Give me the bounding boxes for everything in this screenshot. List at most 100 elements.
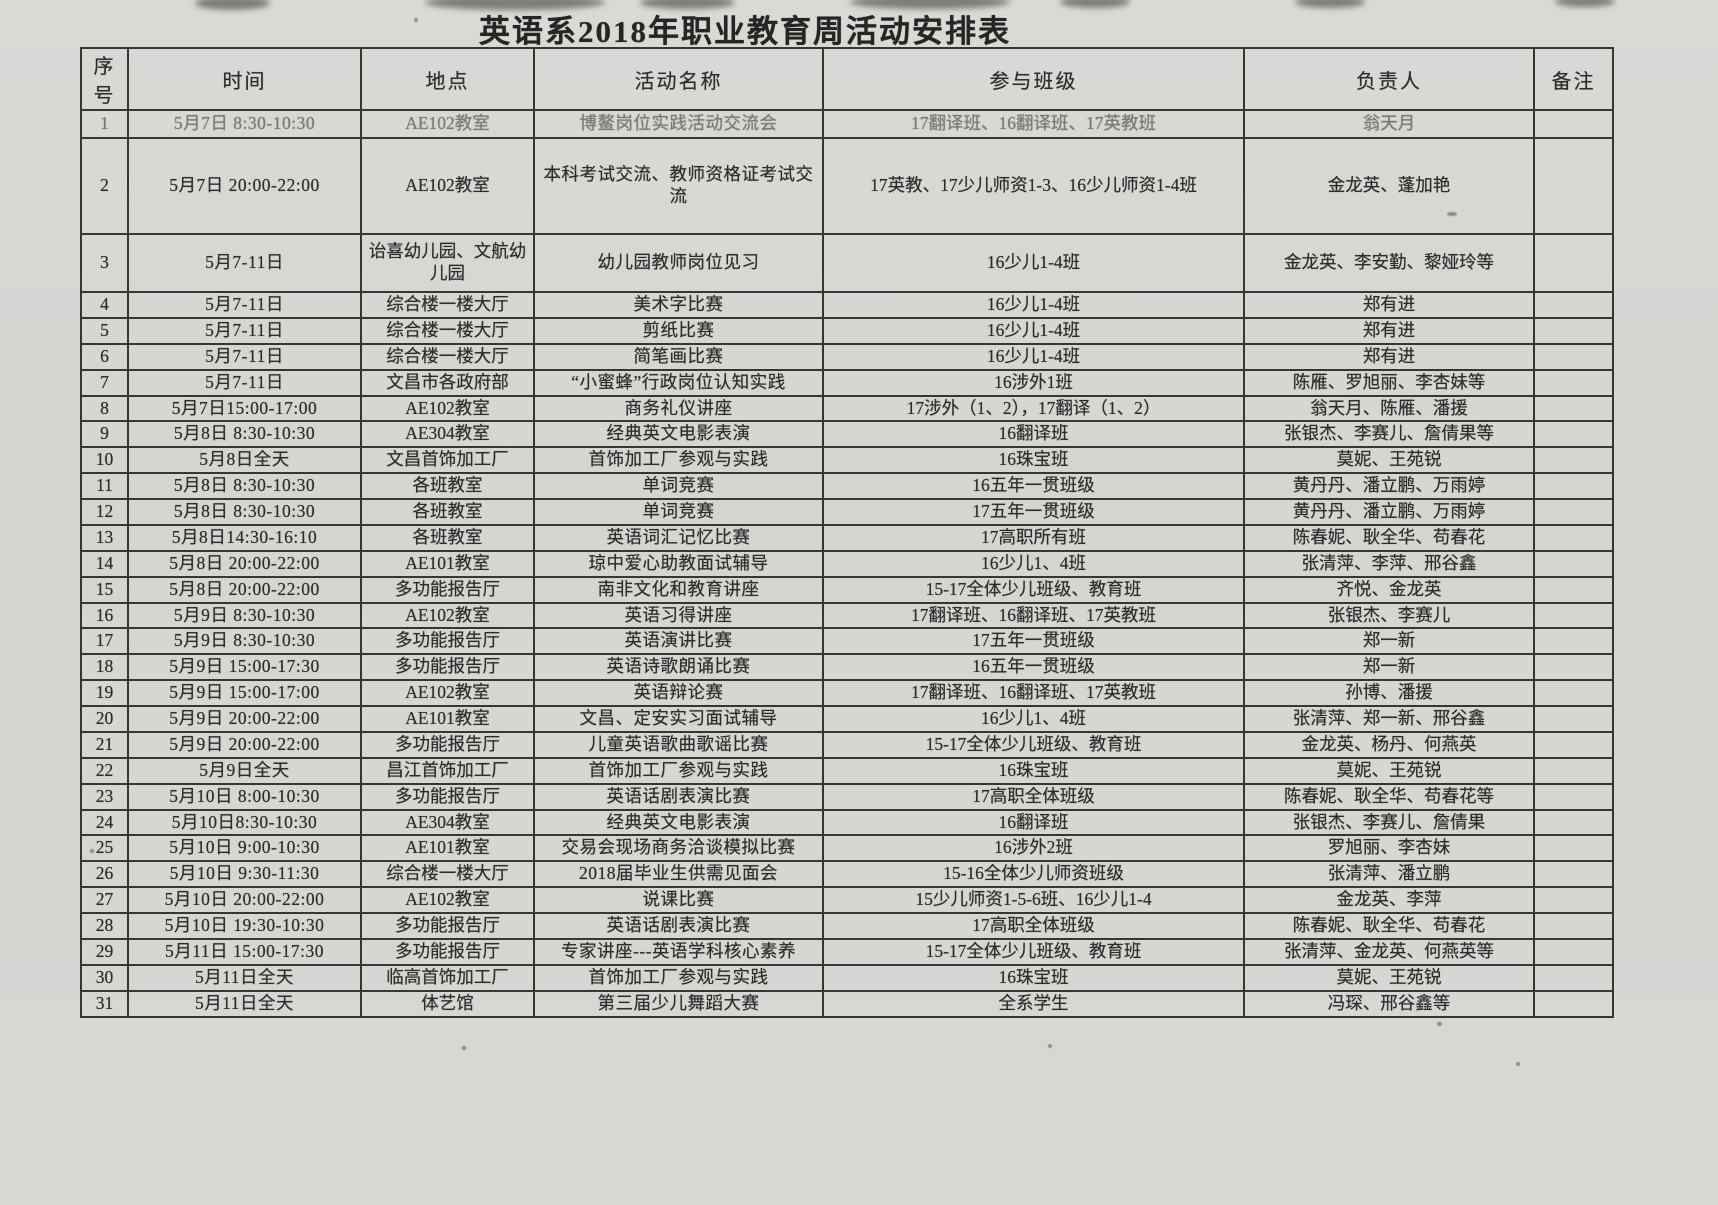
- place-cell: 各班教室: [360, 498, 535, 526]
- place-cell: AE102教室: [360, 679, 535, 707]
- activity-cell: 英语演讲比赛: [533, 627, 824, 656]
- activity-cell: 商务礼仪讲座: [533, 394, 824, 423]
- scan-smudge: [1555, 0, 1615, 7]
- leader-cell: 莫妮、王苑锐: [1243, 446, 1535, 475]
- leader-cell: 孙博、潘援: [1243, 679, 1535, 707]
- table-row: 16 5月9日 8:30-10:30 AE102教室 英语习得讲座 17翻译班、16翻译…: [80, 601, 1614, 630]
- scan-speck: [1048, 1044, 1052, 1048]
- leader-cell: 郑有进: [1243, 316, 1535, 345]
- table-row: 3 5月7-11日 诒喜幼儿园、文航幼儿园 幼儿园教师岗位见习 16少儿1-4班 金龙英、…: [80, 233, 1614, 293]
- classes-cell: 17英教、17少儿师资1-3、16少儿师资1-4班: [822, 137, 1245, 235]
- note-cell: [1533, 886, 1614, 914]
- time-cell: 5月9日 8:30-10:30: [127, 627, 362, 656]
- place-cell: 综合楼一楼大厅: [360, 291, 535, 319]
- note-cell: [1533, 233, 1614, 293]
- place-cell: AE102教室: [360, 601, 535, 630]
- activity-cell: 经典英文电影表演: [533, 420, 824, 449]
- note-cell: [1533, 989, 1614, 1018]
- seq-cell: 17: [80, 627, 129, 656]
- leader-cell: 张清萍、郑一新、邢谷鑫: [1243, 705, 1535, 733]
- col-header-note: 备注: [1533, 47, 1614, 111]
- scan-smudge: [195, 0, 270, 10]
- activity-cell: 英语话剧表演比赛: [533, 912, 824, 940]
- place-cell: 综合楼一楼大厅: [360, 860, 535, 889]
- seq-cell: 6: [80, 342, 129, 371]
- classes-cell: 16翻译班: [822, 808, 1245, 837]
- time-cell: 5月10日 20:00-22:00: [127, 886, 362, 914]
- time-cell: 5月10日 9:00-10:30: [127, 834, 362, 863]
- seq-cell: 28: [80, 912, 129, 940]
- place-cell: 文昌首饰加工厂: [360, 446, 535, 475]
- activity-cell: 经典英文电影表演: [533, 808, 824, 837]
- table-row: 23 5月10日 8:00-10:30 多功能报告厅 英语话剧表演比赛 17高职全体班级…: [80, 782, 1614, 811]
- leader-cell: 金龙英、杨丹、何燕英: [1243, 730, 1535, 759]
- time-cell: 5月11日全天: [127, 963, 362, 992]
- classes-cell: 17五年一贯班级: [822, 498, 1245, 526]
- table-row: 10 5月8日全天 文昌首饰加工厂 首饰加工厂参观与实践 16珠宝班 莫妮、王苑锐: [80, 446, 1614, 475]
- classes-cell: 全系学生: [822, 989, 1245, 1018]
- activity-cell: 文昌、定安实习面试辅导: [533, 705, 824, 733]
- place-cell: 昌江首饰加工厂: [360, 756, 535, 785]
- place-cell: 多功能报告厅: [360, 575, 535, 604]
- leader-cell: 齐悦、金龙英: [1243, 575, 1535, 604]
- classes-cell: 15-17全体少儿班级、教育班: [822, 575, 1245, 604]
- note-cell: [1533, 782, 1614, 811]
- classes-cell: 17五年一贯班级: [822, 627, 1245, 656]
- activity-cell: 首饰加工厂参观与实践: [533, 756, 824, 785]
- time-cell: 5月7日 20:00-22:00: [127, 137, 362, 235]
- seq-cell: 2: [80, 137, 129, 235]
- time-cell: 5月7日15:00-17:00: [127, 394, 362, 423]
- classes-cell: 17高职全体班级: [822, 782, 1245, 811]
- classes-cell: 16五年一贯班级: [822, 472, 1245, 500]
- header-row: 序号 时间 地点 活动名称 参与班级 负责人 备注: [80, 47, 1614, 111]
- place-cell: AE101教室: [360, 834, 535, 863]
- seq-cell: 10: [80, 446, 129, 475]
- leader-cell: 罗旭丽、李杏妹: [1243, 834, 1535, 863]
- note-cell: [1533, 472, 1614, 500]
- seq-cell: 18: [80, 653, 129, 682]
- place-cell: 多功能报告厅: [360, 912, 535, 940]
- table-row: 8 5月7日15:00-17:00 AE102教室 商务礼仪讲座 17涉外（1、2），1…: [80, 394, 1614, 423]
- col-header-leader: 负责人: [1243, 47, 1535, 111]
- time-cell: 5月8日 8:30-10:30: [127, 498, 362, 526]
- table-row: 21 5月9日 20:00-22:00 多功能报告厅 儿童英语歌曲歌谣比赛 15-17全…: [80, 730, 1614, 759]
- note-cell: [1533, 575, 1614, 604]
- leader-cell: 翁天月、陈雁、潘援: [1243, 394, 1535, 423]
- activity-cell: 首饰加工厂参观与实践: [533, 446, 824, 475]
- activity-cell: 第三届少儿舞蹈大赛: [533, 989, 824, 1018]
- note-cell: [1533, 601, 1614, 630]
- col-header-place: 地点: [360, 47, 535, 111]
- seq-cell: 21: [80, 730, 129, 759]
- leader-cell: 莫妮、王苑锐: [1243, 963, 1535, 992]
- leader-cell: 陈春妮、耿全华、苟春花: [1243, 523, 1535, 552]
- classes-cell: 16涉外1班: [822, 368, 1245, 397]
- table-row: 28 5月10日 19:30-10:30 多功能报告厅 英语话剧表演比赛 17高职全体班…: [80, 912, 1614, 940]
- table-row: 1 5月7日 8:30-10:30 AE102教室 博鳌岗位实践活动交流会 17翻译班、…: [80, 109, 1614, 139]
- activity-cell: “小蜜蜂”行政岗位认知实践: [533, 368, 824, 397]
- leader-cell: 莫妮、王苑锐: [1243, 756, 1535, 785]
- activity-cell: 2018届毕业生供需见面会: [533, 860, 824, 889]
- table-row: 22 5月9日全天 昌江首饰加工厂 首饰加工厂参观与实践 16珠宝班 莫妮、王苑锐: [80, 756, 1614, 785]
- place-cell: 多功能报告厅: [360, 782, 535, 811]
- classes-cell: 16少儿1-4班: [822, 316, 1245, 345]
- note-cell: [1533, 834, 1614, 863]
- col-header-activity: 活动名称: [533, 47, 824, 111]
- classes-cell: 16少儿1-4班: [822, 291, 1245, 319]
- time-cell: 5月11日全天: [127, 989, 362, 1018]
- time-cell: 5月8日全天: [127, 446, 362, 475]
- classes-cell: 16珠宝班: [822, 756, 1245, 785]
- activity-cell: 说课比赛: [533, 886, 824, 914]
- activity-cell: 英语习得讲座: [533, 601, 824, 630]
- leader-cell: 冯琛、邢谷鑫等: [1243, 989, 1535, 1018]
- seq-cell: 24: [80, 808, 129, 837]
- time-cell: 5月10日 8:00-10:30: [127, 782, 362, 811]
- note-cell: [1533, 549, 1614, 578]
- time-cell: 5月8日 20:00-22:00: [127, 575, 362, 604]
- seq-cell: 12: [80, 498, 129, 526]
- classes-cell: 17涉外（1、2），17翻译（1、2）: [822, 394, 1245, 423]
- activity-cell: 本科考试交流、教师资格证考试交流: [533, 137, 824, 235]
- activity-cell: 博鳌岗位实践活动交流会: [533, 109, 824, 139]
- activity-cell: 南非文化和教育讲座: [533, 575, 824, 604]
- leader-cell: 黄丹丹、潘立鹏、万雨婷: [1243, 498, 1535, 526]
